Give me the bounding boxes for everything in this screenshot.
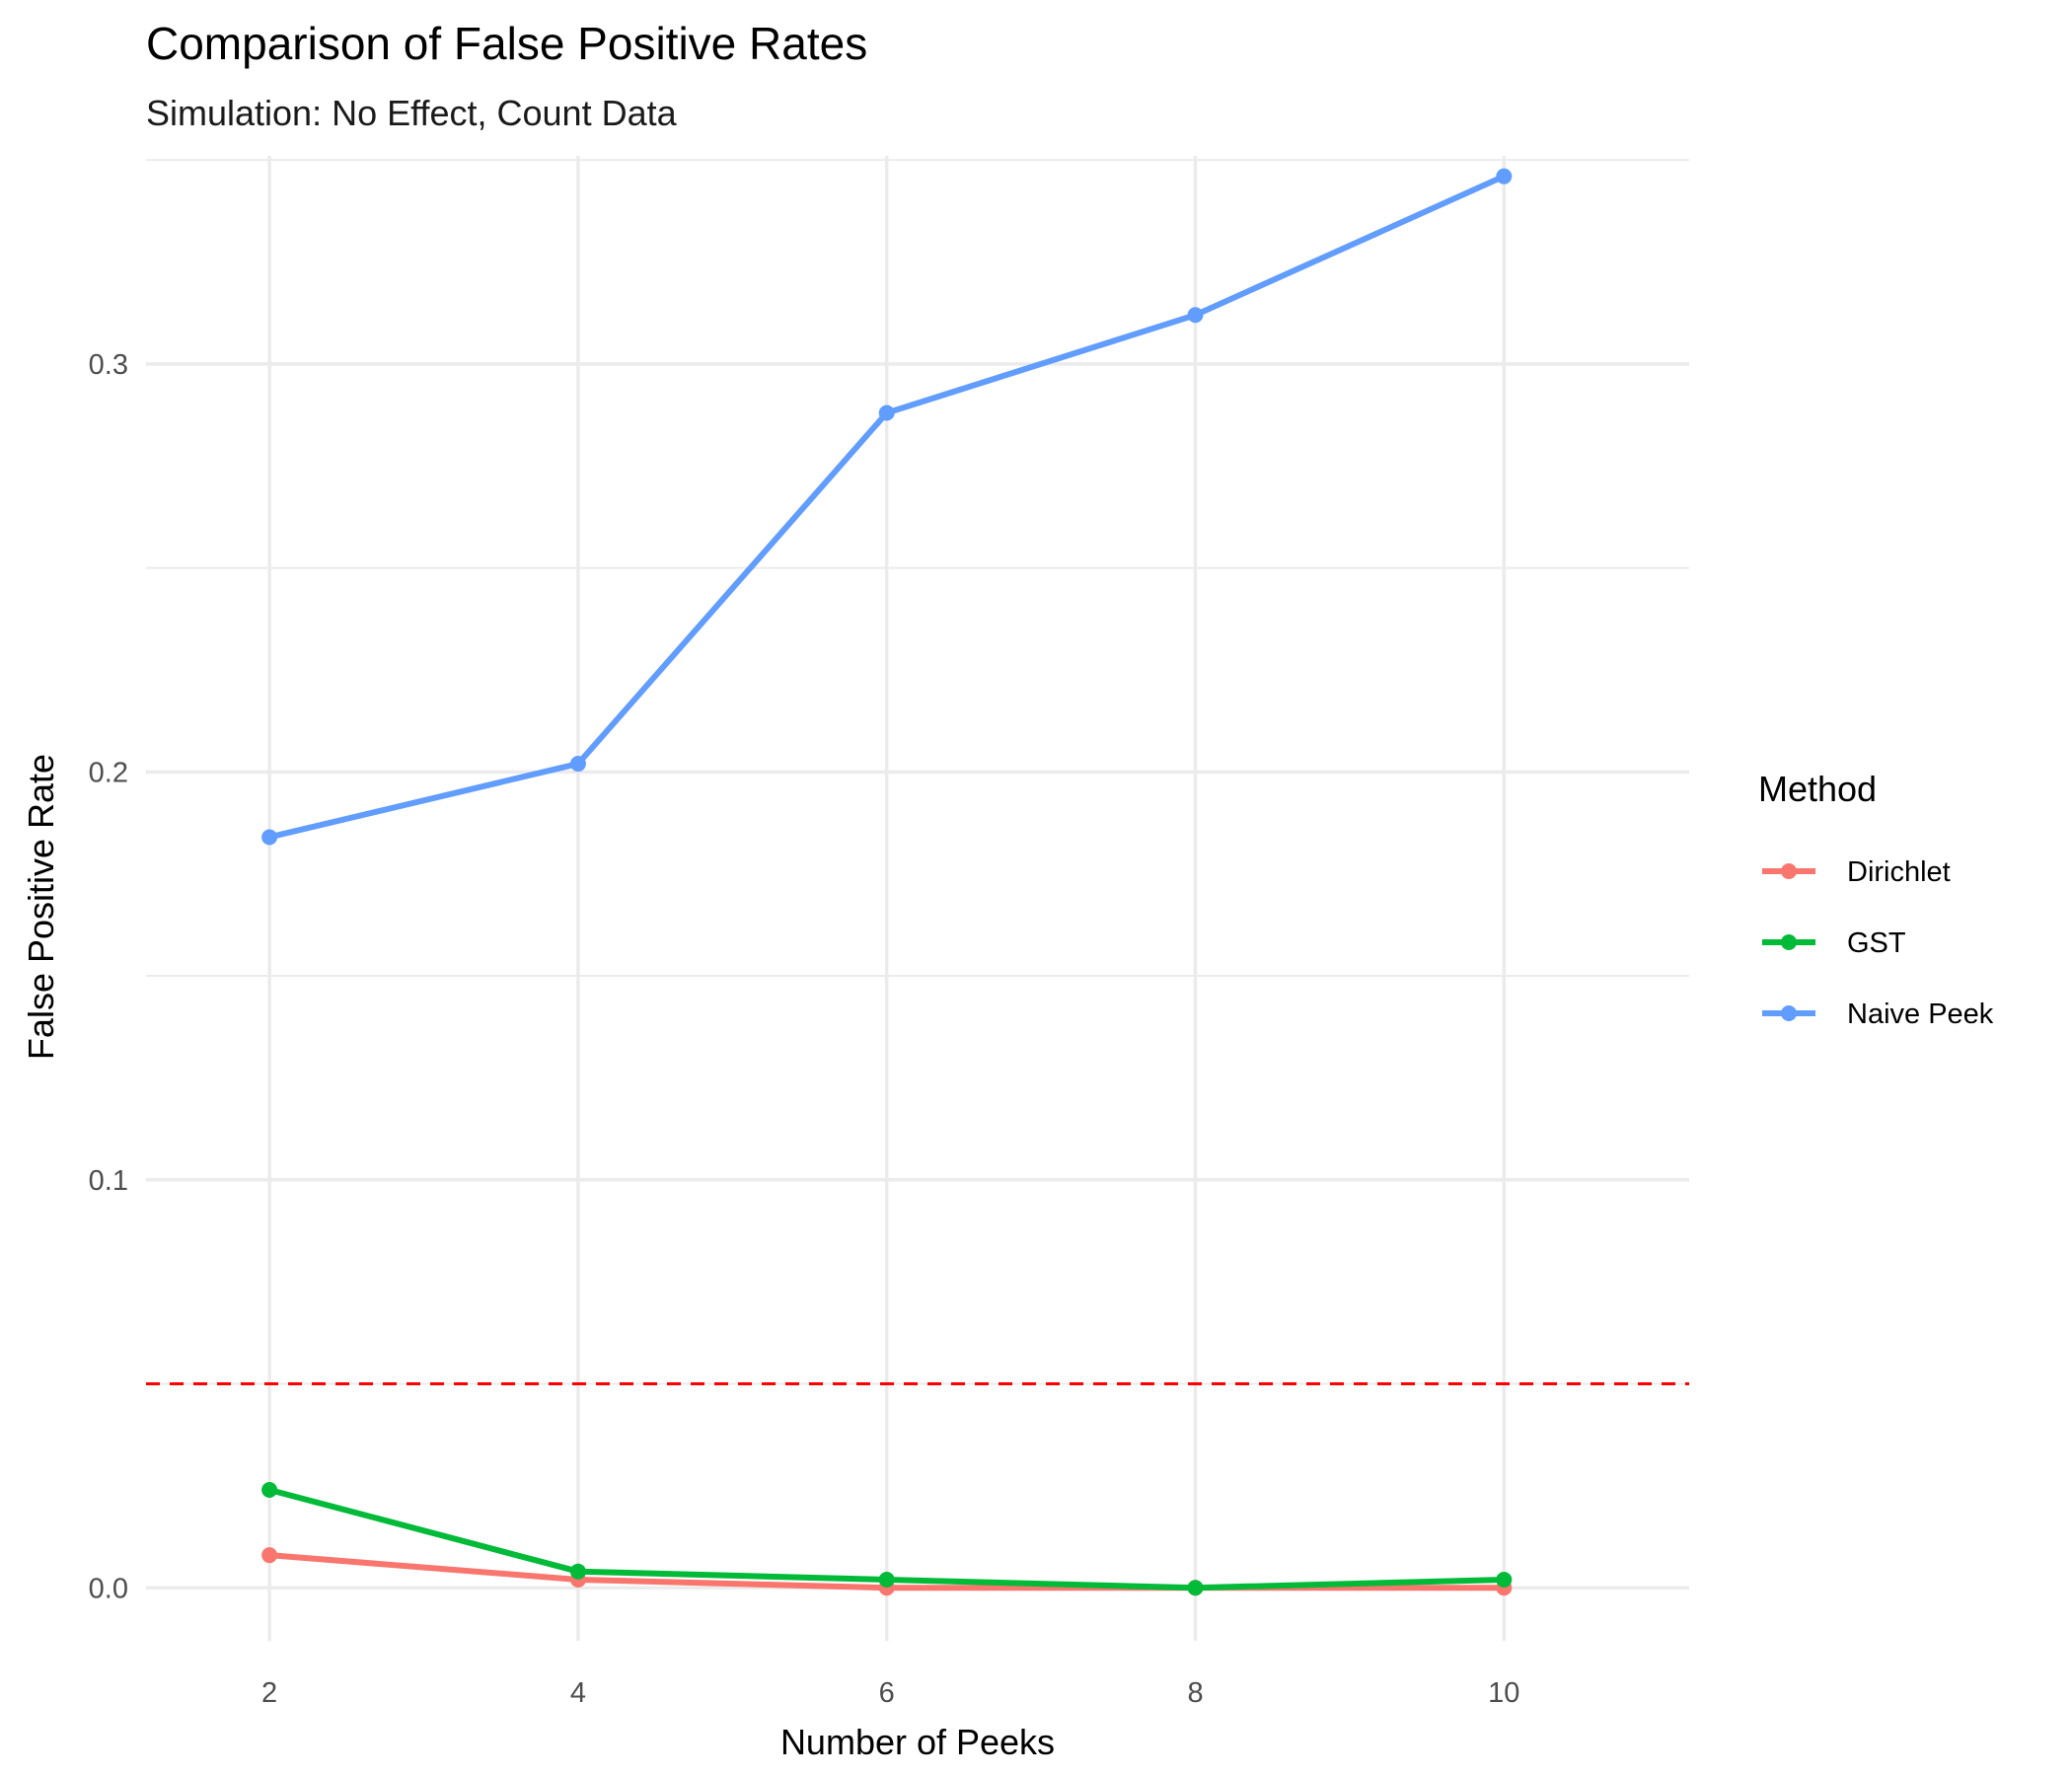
legend-item-naive-peek: Naive Peek: [1762, 999, 1994, 1030]
x-tick-label: 10: [1488, 1677, 1519, 1709]
legend-key-point: [1781, 1005, 1797, 1021]
legend-key-point: [1781, 934, 1797, 950]
data-point-gst: [878, 1571, 895, 1588]
data-point-gst: [1496, 1571, 1513, 1588]
x-axis-title: Number of Peeks: [780, 1722, 1055, 1762]
y-tick-label: 0.0: [89, 1573, 128, 1604]
data-point-naive-peek: [1496, 168, 1513, 185]
y-tick-label: 0.3: [89, 349, 128, 381]
data-point-dirichlet: [261, 1547, 278, 1564]
y-axis-title: False Positive Rate: [21, 754, 61, 1060]
data-point-naive-peek: [261, 829, 278, 846]
y-tick-label: 0.2: [89, 757, 128, 788]
x-tick-label: 8: [1187, 1677, 1203, 1709]
legend-key-point: [1781, 863, 1797, 879]
legend-label: GST: [1847, 927, 1906, 959]
x-tick-label: 4: [570, 1677, 586, 1709]
legend: Method Dirichlet GST Naive Peek: [1758, 769, 1994, 1030]
legend-title: Method: [1758, 769, 1877, 809]
legend-item-gst: GST: [1762, 927, 1906, 959]
data-point-gst: [261, 1482, 278, 1499]
data-point-naive-peek: [1187, 307, 1204, 324]
x-tick-label: 6: [879, 1677, 895, 1709]
legend-item-dirichlet: Dirichlet: [1762, 856, 1951, 888]
chart-subtitle: Simulation: No Effect, Count Data: [146, 93, 678, 133]
plot-panel: 0.0 0.1 0.2 0.3 2 4 6 8 10: [89, 156, 1689, 1709]
series-naive-peek: [261, 168, 1513, 846]
data-point-naive-peek: [569, 756, 586, 773]
y-tick-label: 0.1: [89, 1165, 128, 1197]
legend-label: Dirichlet: [1847, 856, 1951, 888]
series-gst: [261, 1482, 1513, 1596]
x-tick-label: 2: [261, 1677, 277, 1709]
data-point-gst: [1187, 1580, 1204, 1596]
chart-title: Comparison of False Positive Rates: [146, 18, 867, 69]
data-point-gst: [569, 1563, 586, 1580]
data-point-naive-peek: [878, 405, 895, 421]
legend-label: Naive Peek: [1847, 999, 1994, 1030]
